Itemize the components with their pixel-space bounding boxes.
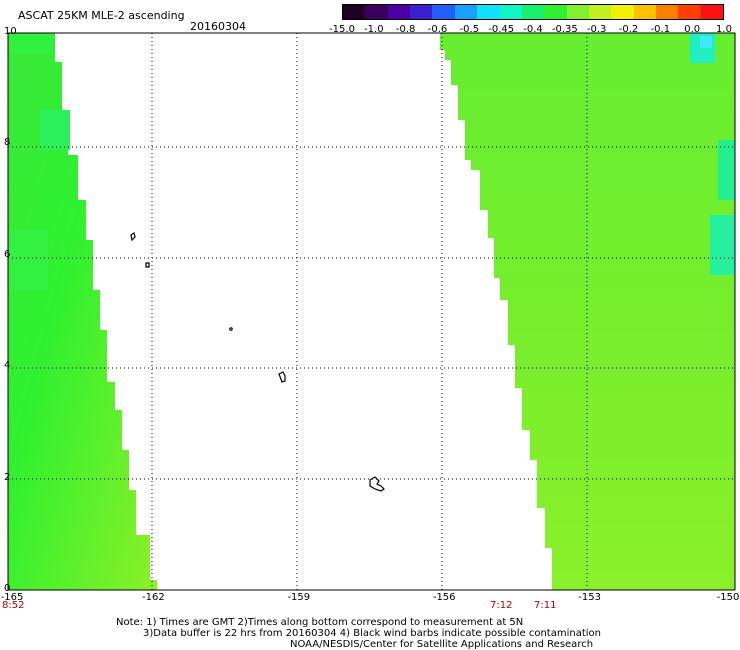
time-label-left: 8:52 [2,600,25,611]
x-tick-label: -159 [287,592,311,603]
colorbar-tick-label: 0.0 [684,24,701,35]
y-tick-label: 6 [4,248,11,260]
map-title: ASCAT 25KM MLE-2 ascending [18,9,185,22]
colorbar-segment [588,5,612,19]
x-tick-label: -162 [142,592,165,603]
colorbar-segment [700,5,724,19]
x-tick-label: -165 [0,592,24,603]
colorbar-tick-label: -1.0 [364,24,384,35]
y-tick-label: 2 [4,471,11,483]
colorbar-segment [365,5,388,19]
left-data-swath [8,33,157,590]
colorbar-tick-label: -0.1 [650,24,671,35]
colorbar-segment [656,5,679,19]
colorbar-segment [566,5,589,19]
colorbar-tick-label: -0.6 [427,24,448,35]
colorbar-tick-label: -0.5 [459,24,480,35]
colorbar-segment [611,5,634,19]
colorbar-tick-label: -0.45 [488,24,515,35]
island-outlines [130,232,385,492]
note-line-3: NOAA/NESDIS/Center for Satellite Applica… [290,639,594,650]
wind-map [7,32,736,591]
colorbar-tick-label: -0.2 [618,24,639,35]
time-label-right: 7:11 [534,600,557,611]
grid [8,33,735,590]
time-label-mid: 7:12 [490,600,513,611]
colorbar [342,4,724,20]
colorbar-segment [343,5,366,19]
colorbar-segment [432,5,455,19]
map-date: 20160304 [190,20,246,33]
colorbar-tick-label: -0.4 [523,24,543,35]
y-tick-label: 10 [4,26,17,37]
colorbar-segment [387,5,411,19]
colorbar-segment [544,5,567,19]
y-tick-label: 8 [4,137,11,149]
colorbar-segment [410,5,433,19]
colorbar-tick-label: -0.8 [395,24,416,35]
colorbar-segment [633,5,657,19]
y-tick-label: 4 [4,360,11,372]
colorbar-tick-label: 1.0 [716,24,732,35]
x-tick-label: -150 [716,592,740,603]
colorbar-segment [477,5,500,19]
colorbar-segment [499,5,522,19]
colorbar-segment [521,5,545,19]
colorbar-tick-label: -0.35 [551,24,578,35]
colorbar-tick-label: -0.3 [586,24,607,35]
colorbar-segment [678,5,701,19]
right-data-swath [440,33,735,590]
y-tick-label: 0 [4,583,11,594]
note-line-1: Note: 1) Times are GMT 2)Times along bot… [116,617,524,628]
colorbar-segment [454,5,478,19]
note-line-2: 3)Data buffer is 22 hrs from 20160304 4)… [143,628,601,639]
colorbar-tick-label: -15.0 [329,24,355,35]
x-tick-label: -156 [432,592,456,603]
x-tick-label: -153 [578,592,601,603]
